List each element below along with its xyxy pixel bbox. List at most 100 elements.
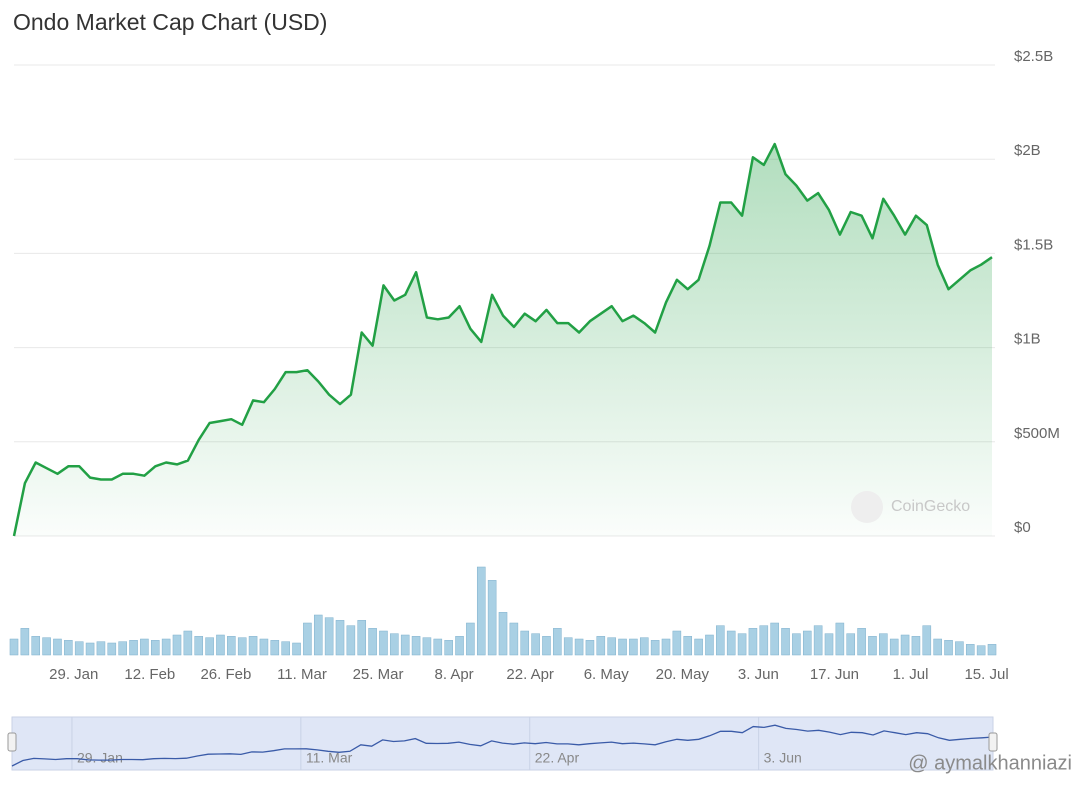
volume-bar <box>466 622 475 656</box>
volume-bar <box>357 620 367 656</box>
volume-bar <box>987 644 997 656</box>
volume-bar <box>324 617 334 656</box>
chart-title: Ondo Market Cap Chart (USD) <box>13 9 327 35</box>
watermark-logo <box>851 491 883 523</box>
y-tick-label: $0 <box>1014 519 1031 536</box>
volume-bar <box>411 636 421 656</box>
volume-bar <box>705 634 714 656</box>
volume-bar <box>639 637 649 656</box>
volume-bar <box>237 637 247 656</box>
volume-bar <box>759 625 769 656</box>
volume-bar <box>346 625 356 656</box>
volume-bar <box>770 622 779 656</box>
volume-bar <box>520 630 530 656</box>
volume-bar <box>716 625 725 656</box>
volume-bar <box>42 637 51 656</box>
volume-bar <box>444 640 453 656</box>
volume-bar <box>64 640 73 656</box>
volume-bar <box>161 638 171 656</box>
y-tick-label: $1.5B <box>1014 236 1053 253</box>
volume-bar <box>368 628 377 656</box>
volume-bar <box>879 633 888 656</box>
y-tick-label: $2.5B <box>1014 48 1053 65</box>
volume-bar <box>694 638 703 656</box>
volume-bar <box>607 637 616 656</box>
volume-bar <box>683 636 693 656</box>
navigator-tick-label: 29. Jan <box>77 750 123 766</box>
navigator-line <box>11 724 994 767</box>
x-tick-label: 15. Jul <box>964 666 1008 683</box>
volume-bar <box>150 640 160 656</box>
volume-bar <box>140 638 149 656</box>
volume-bar <box>205 637 214 656</box>
volume-bar <box>498 612 508 656</box>
x-tick-label: 3. Jun <box>738 666 779 683</box>
volume-bar <box>281 641 290 656</box>
volume-bar <box>433 638 443 656</box>
volume-bar <box>259 638 269 656</box>
navigator-tick-label: 3. Jun <box>764 750 802 766</box>
volume-bar <box>400 634 410 656</box>
y-tick-label: $500M <box>1014 425 1060 442</box>
volume-bar <box>585 640 595 656</box>
x-tick-label: 17. Jun <box>810 666 859 683</box>
x-tick-label: 11. Mar <box>277 666 327 683</box>
volume-bar <box>661 638 671 656</box>
volume-bar <box>542 636 551 656</box>
volume-bar <box>672 630 682 656</box>
volume-bar <box>335 620 345 656</box>
volume-bar <box>965 644 975 656</box>
volume-bar <box>129 640 138 656</box>
volume-bar <box>422 637 432 656</box>
volume-bar <box>183 630 193 656</box>
navigator-handle <box>988 732 998 752</box>
volume-bar <box>96 641 106 656</box>
volume-bar <box>889 638 899 656</box>
volume-bar <box>303 622 312 656</box>
volume-bar <box>53 638 62 656</box>
volume-bar <box>737 633 747 656</box>
volume-bar <box>390 633 399 656</box>
volume-bar <box>944 640 953 656</box>
volume-bar <box>118 641 127 656</box>
volume-bar <box>922 625 932 656</box>
volume-bar <box>85 642 95 656</box>
volume-bar <box>74 641 84 656</box>
volume-bar <box>194 636 204 656</box>
volume-bar <box>553 628 562 656</box>
volume-bar <box>629 638 638 656</box>
x-tick-label: 6. May <box>584 666 630 683</box>
volume-bar <box>248 636 258 656</box>
y-tick-label: $2B <box>1014 142 1041 159</box>
navigator-tick-label: 22. Apr <box>535 750 580 766</box>
volume-bar <box>748 628 758 656</box>
navigator-handle <box>7 732 17 752</box>
credit: @ aymalkhanniazi <box>908 752 1072 774</box>
volume-bar <box>911 636 921 656</box>
x-tick-label: 25. Mar <box>353 666 404 683</box>
volume-bar <box>802 630 812 656</box>
volume-bar <box>868 636 877 656</box>
volume-bar <box>835 622 845 656</box>
watermark: CoinGecko <box>851 491 970 523</box>
line <box>12 142 993 537</box>
volume-bar <box>476 566 486 656</box>
volume-bar <box>509 622 519 656</box>
volume-bar <box>792 633 801 656</box>
volume-bar <box>31 636 41 656</box>
volume-bar <box>933 638 942 656</box>
volume-bar <box>813 625 823 656</box>
x-tick-label: 29. Jan <box>49 666 98 683</box>
volume-bar <box>20 628 30 656</box>
y-tick-label: $1B <box>1014 331 1041 348</box>
volume-bar <box>781 628 790 656</box>
volume-bar <box>313 614 323 656</box>
volume-bar <box>618 638 627 656</box>
volume-bar <box>976 645 986 656</box>
volume-bar <box>270 640 280 656</box>
volume-bar <box>292 642 301 656</box>
x-tick-label: 12. Feb <box>124 666 175 683</box>
volume-bar <box>107 642 117 656</box>
volume-bar <box>9 638 19 656</box>
